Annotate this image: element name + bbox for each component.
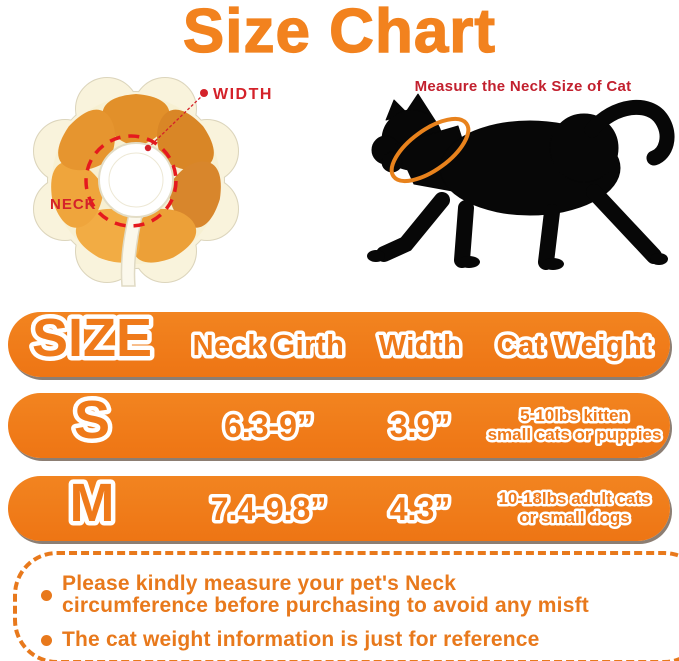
cat-paws — [367, 250, 668, 270]
row-m-neck-girth-value: 7.4-9.8” — [211, 491, 327, 527]
row-s-neck-girth-value: 6.3-9” — [224, 408, 313, 444]
cone-neck-hole — [108, 152, 164, 208]
note-line: circumference before purchasing to avoid… — [62, 594, 589, 618]
row-s-neck-girth-cell: 6.3-9” — [176, 393, 361, 458]
header-neck-girth-label: Neck Girth — [193, 330, 345, 362]
note-text: The cat weight information is just for r… — [62, 629, 540, 651]
header-size-label: SIZE — [32, 312, 152, 368]
note-text: Please kindly measure your pet's Neck ci… — [62, 572, 589, 618]
cone-diagram: WIDTH NECK — [25, 68, 285, 292]
row-m-width-value: 4.3” — [390, 491, 450, 527]
note-item-measure: Please kindly measure your pet's Neck ci… — [41, 572, 679, 618]
width-leader-line — [147, 93, 205, 149]
row-s-width-cell: 3.9” — [361, 393, 479, 458]
note-line: Please kindly measure your pet's Neck — [62, 572, 457, 595]
cat-legs — [376, 184, 662, 270]
header-cat-weight-cell: Cat Weight — [479, 312, 670, 377]
row-m-width-cell: 4.3” — [361, 476, 479, 541]
table-row-s: S 6.3-9” 3.9” 5-10lbs kitten small cats … — [8, 393, 670, 458]
header-neck-girth-cell: Neck Girth — [176, 312, 361, 377]
page-title: Size Chart — [182, 0, 497, 66]
cat-silhouette — [367, 93, 675, 270]
neck-label: NECK — [50, 196, 97, 213]
bullet-icon — [41, 589, 52, 601]
bullet-icon — [41, 634, 52, 646]
row-m-size-value: M — [70, 476, 115, 533]
cone-strap — [120, 213, 143, 287]
header-size-cell: SIZE — [8, 312, 176, 377]
cat-tail — [584, 99, 675, 166]
width-end-dot — [144, 144, 152, 152]
row-m-weight-line1: 10-18lbs adult cats — [498, 489, 650, 508]
row-s-size-value: S — [74, 393, 110, 450]
header-cat-weight-label: Cat Weight — [497, 330, 653, 362]
row-s-weight-line2: small cats or puppies — [488, 425, 662, 444]
header-width-cell: Width — [361, 312, 479, 377]
row-s-weight-line1: 5-10lbs kitten — [520, 406, 629, 425]
row-m-weight-cell: 10-18lbs adult cats or small dogs — [479, 476, 670, 541]
cat-caption: Measure the Neck Size of Cat — [414, 78, 632, 95]
cone-collar-illustration: WIDTH NECK — [33, 77, 273, 287]
header-width-label: Width — [379, 330, 462, 362]
cat-diagram — [362, 88, 677, 283]
table-header-row: SIZE Neck Girth Width Cat Weight — [8, 312, 670, 377]
neck-ring-marker — [389, 116, 471, 184]
row-m-weight-line2: or small dogs — [519, 508, 630, 527]
table-row-m: M 7.4-9.8” 4.3” 10-18lbs adult cats or s… — [8, 476, 670, 541]
width-dot — [200, 89, 208, 97]
row-m-size-cell: M — [8, 476, 176, 541]
neck-measure-dashed-circle — [84, 134, 178, 228]
cat-body-shapes — [371, 93, 621, 216]
note-item-reference: The cat weight information is just for r… — [41, 629, 679, 651]
note-line: The cat weight information is just for r… — [62, 628, 540, 652]
width-label: WIDTH — [213, 86, 273, 103]
row-s-size-cell: S — [8, 393, 176, 458]
notes-box: Please kindly measure your pet's Neck ci… — [13, 551, 679, 661]
row-m-neck-girth-cell: 7.4-9.8” — [176, 476, 361, 541]
row-s-width-value: 3.9” — [390, 408, 450, 444]
row-s-weight-cell: 5-10lbs kitten small cats or puppies — [479, 393, 670, 458]
